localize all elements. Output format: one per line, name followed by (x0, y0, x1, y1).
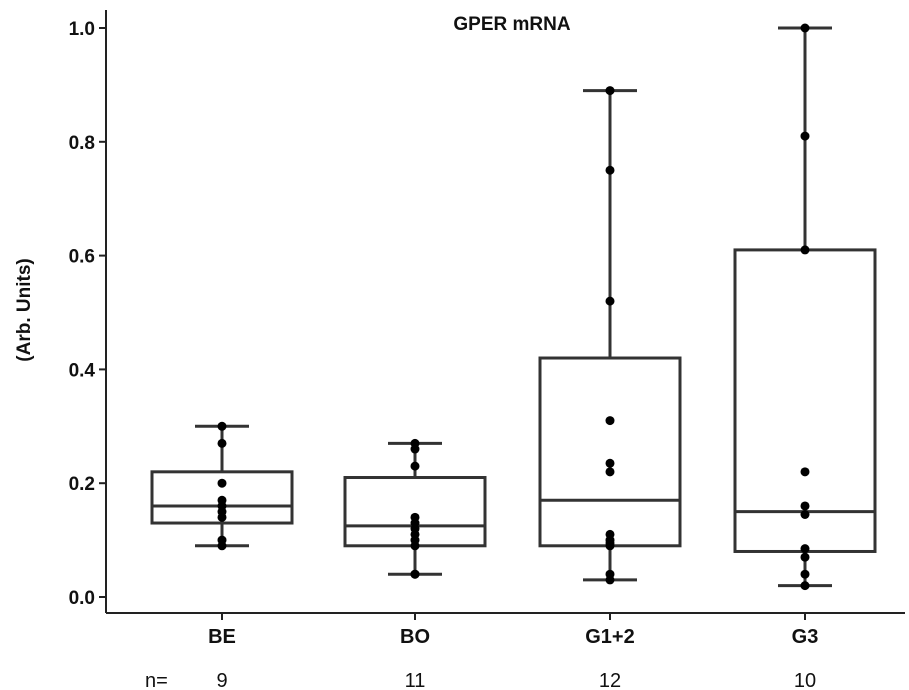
x-tick-label: BE (208, 626, 236, 648)
x-tick-label: G3 (792, 626, 819, 648)
data-point (800, 245, 810, 255)
data-point (800, 501, 810, 511)
data-point (605, 86, 615, 96)
y-tick-label: 0.4 (69, 360, 96, 381)
n-value: 12 (599, 670, 621, 690)
iqr-box (538, 356, 682, 548)
n-value: 11 (405, 670, 426, 690)
n-value: 9 (216, 670, 227, 690)
data-point (605, 467, 615, 477)
n-prefix-label: n= (145, 670, 168, 690)
data-point (800, 544, 810, 554)
y-tick-label: 0.2 (69, 474, 95, 495)
data-point (410, 461, 420, 471)
data-point (800, 131, 810, 141)
box-group (150, 421, 294, 551)
x-tick-label: BO (400, 626, 430, 648)
box-group (538, 86, 682, 585)
data-point (217, 438, 227, 448)
data-point (605, 296, 615, 306)
y-tick-label: 0.8 (69, 133, 95, 154)
data-point (800, 509, 810, 519)
data-point (410, 569, 420, 579)
data-point (605, 458, 615, 468)
data-point (410, 444, 420, 454)
data-point (605, 416, 615, 426)
sample-size-row: n= 9 11 12 10 (145, 670, 816, 690)
y-axis-label: (Arb. Units) (14, 258, 35, 361)
boxes-group (150, 23, 877, 591)
x-tick-labels: BE BO G1+2 G3 (208, 626, 818, 648)
data-point (217, 421, 227, 431)
data-point (217, 478, 227, 488)
axes: 0.0 0.2 0.4 0.6 0.8 1.0 (69, 10, 905, 620)
data-point (605, 575, 615, 585)
y-tick-label: 1.0 (69, 19, 95, 40)
data-point (217, 512, 227, 522)
box-group (733, 23, 877, 591)
data-point (410, 541, 420, 551)
n-value: 10 (794, 670, 816, 690)
data-point (800, 581, 810, 591)
data-point (800, 569, 810, 579)
y-tick-label: 0.0 (69, 588, 95, 609)
data-point (800, 467, 810, 477)
box-group (343, 438, 487, 579)
iqr-box (150, 470, 294, 525)
data-point (605, 165, 615, 175)
data-point (800, 552, 810, 562)
chart-title: GPER mRNA (453, 14, 570, 35)
y-tick-label: 0.6 (69, 247, 95, 268)
data-point (605, 541, 615, 551)
data-point (800, 23, 810, 33)
data-point (217, 541, 227, 551)
x-tick-label: G1+2 (585, 626, 634, 648)
